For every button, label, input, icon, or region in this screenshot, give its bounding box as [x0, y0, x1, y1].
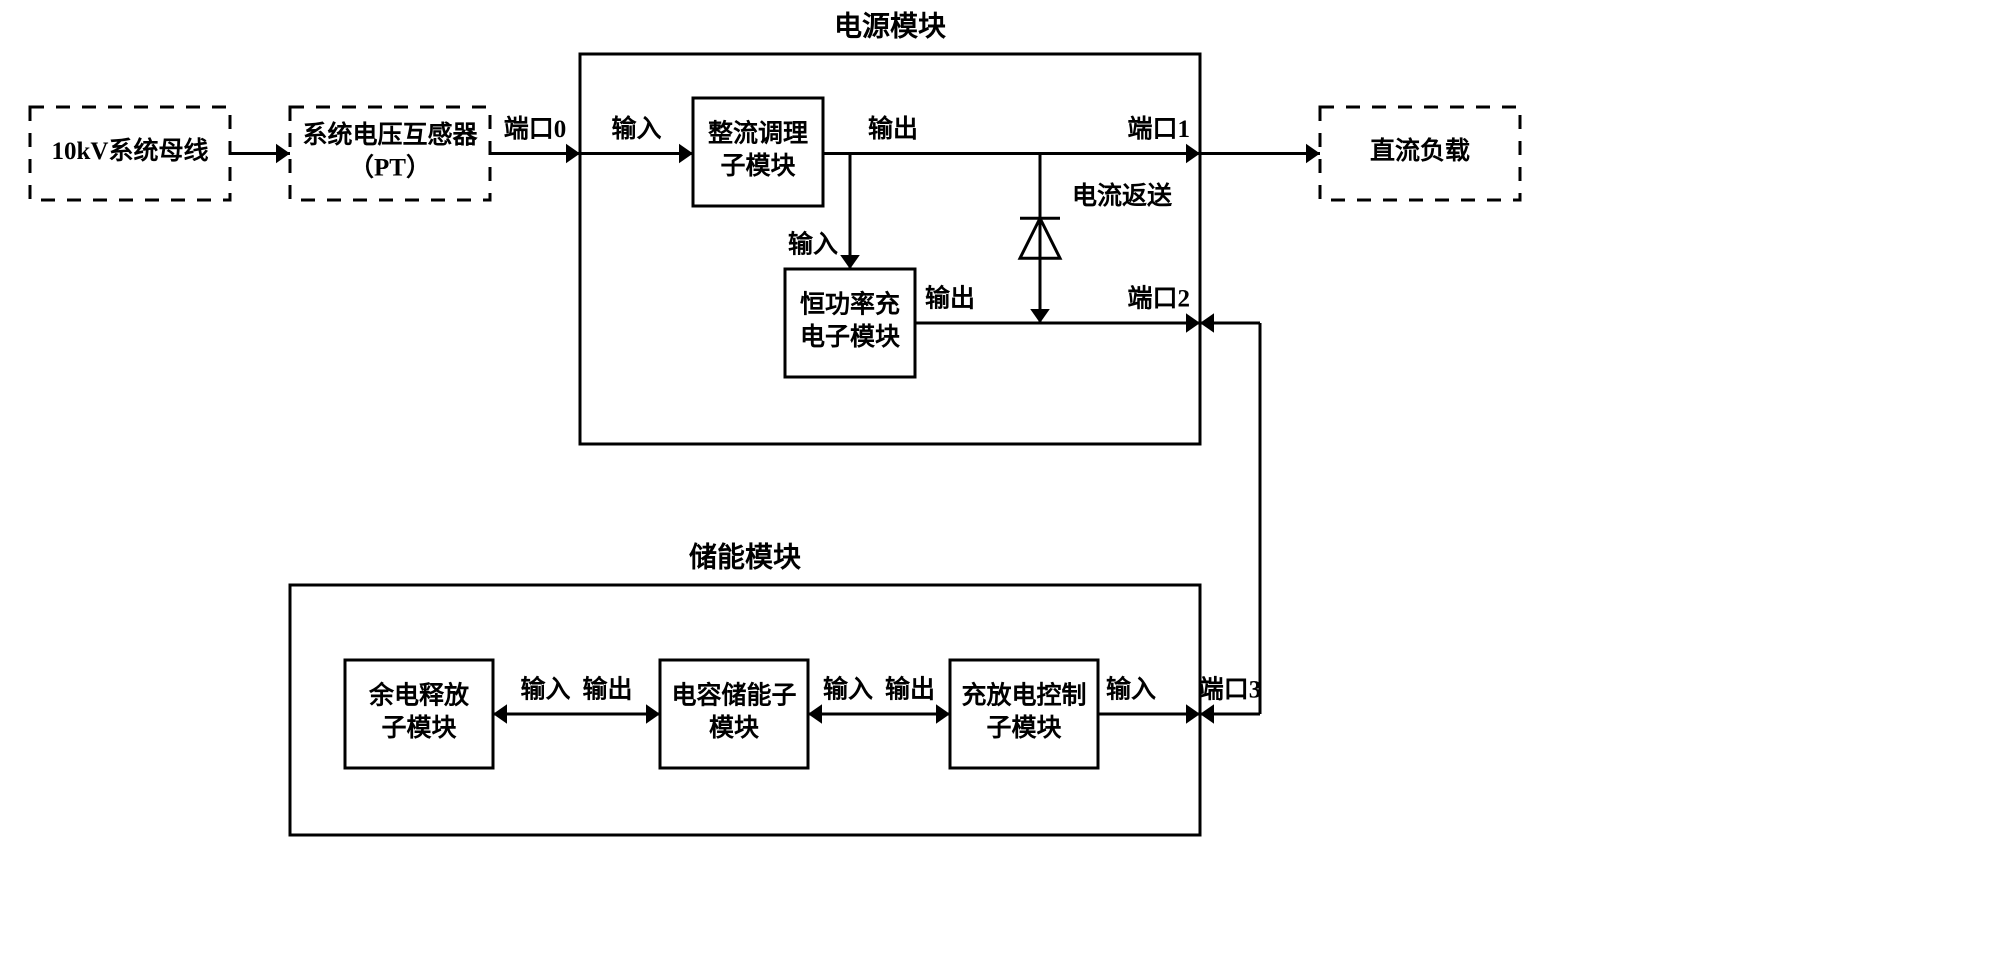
svg-text:子模块: 子模块	[381, 713, 456, 742]
svg-text:输出: 输出	[583, 675, 633, 704]
svg-text:余电释放: 余电释放	[368, 680, 470, 709]
svg-text:系统电压互感器: 系统电压互感器	[302, 120, 478, 149]
svg-text:充放电控制: 充放电控制	[961, 680, 1086, 709]
svg-text:恒功率充: 恒功率充	[800, 289, 900, 318]
cp-input-label: 输入	[788, 230, 838, 259]
cdctrl-input-label: 输入	[1106, 675, 1156, 704]
svg-text:输入: 输入	[823, 675, 873, 704]
cp-output-label: 输出	[925, 284, 975, 313]
rect-output-label: 输出	[868, 114, 918, 143]
svg-text:模块: 模块	[709, 713, 759, 742]
svg-text:整流调理: 整流调理	[708, 119, 808, 147]
svg-text:子模块: 子模块	[720, 151, 795, 180]
psu-title: 电源模块	[834, 10, 946, 42]
svg-text:子模块: 子模块	[986, 713, 1061, 742]
storage-title: 储能模块	[689, 541, 801, 573]
rect-input-label: 输入	[611, 114, 661, 143]
svg-text:输入: 输入	[520, 675, 570, 704]
port0-label: 端口0	[504, 115, 567, 143]
port3-label: 端口3	[1199, 676, 1262, 704]
svg-text:电容储能子: 电容储能子	[671, 680, 796, 709]
psu-box	[580, 54, 1200, 444]
svg-text:直流负载: 直流负载	[1370, 137, 1470, 165]
svg-text:10kV系统母线: 10kV系统母线	[52, 136, 209, 165]
port1-label: 端口1	[1127, 115, 1190, 143]
svg-text:（PT）: （PT）	[349, 152, 431, 181]
storage-box	[290, 585, 1200, 835]
svg-text:电子模块: 电子模块	[800, 322, 900, 351]
iret-label: 电流返送	[1072, 181, 1172, 210]
svg-text:输出: 输出	[885, 675, 935, 704]
port2-label: 端口2	[1127, 285, 1190, 313]
